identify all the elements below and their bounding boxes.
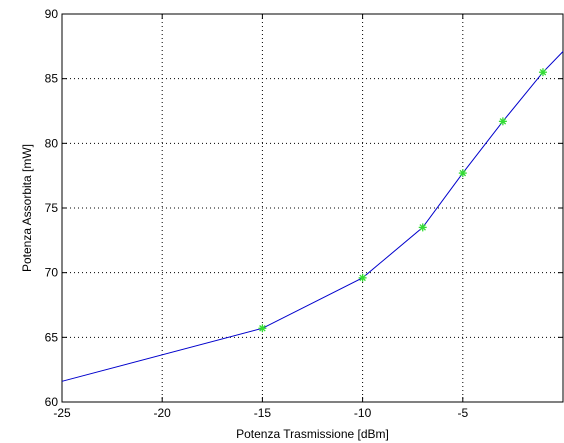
data-point-marker: [458, 169, 467, 178]
axes: [61, 13, 564, 403]
y-tick-label: 70: [45, 266, 59, 280]
grid-lines: [62, 14, 563, 402]
y-tick-label: 65: [45, 330, 59, 344]
y-tick-label: 80: [45, 136, 59, 150]
y-tick-label: 90: [45, 7, 59, 21]
marker-layer: [258, 68, 547, 333]
series-layer: [61, 51, 564, 382]
series-line: [61, 51, 564, 382]
data-point-marker: [538, 68, 547, 77]
x-tick-label: -10: [354, 406, 372, 420]
x-tick-label: -15: [254, 406, 272, 420]
y-tick-label: 75: [45, 201, 59, 215]
x-axis-label: Potenza Trasmissione [dBm]: [236, 427, 389, 441]
x-tick-label: -20: [154, 406, 172, 420]
data-point-marker: [258, 324, 267, 333]
data-point-marker: [358, 273, 367, 282]
plot-area: [62, 14, 563, 402]
x-tick-label: -5: [457, 406, 468, 420]
tick-labels: -25 -20 -15 -10 -5 60 65 70 75 80 85 90: [45, 7, 469, 420]
y-tick-label: 60: [45, 395, 59, 409]
axes-frame: [61, 13, 564, 403]
y-tick-label: 85: [45, 72, 59, 86]
data-point-marker: [418, 223, 427, 232]
data-point-marker: [498, 117, 507, 126]
y-axis-label: Potenza Assorbita [mW]: [20, 144, 34, 272]
x-tick-label: -25: [53, 406, 71, 420]
